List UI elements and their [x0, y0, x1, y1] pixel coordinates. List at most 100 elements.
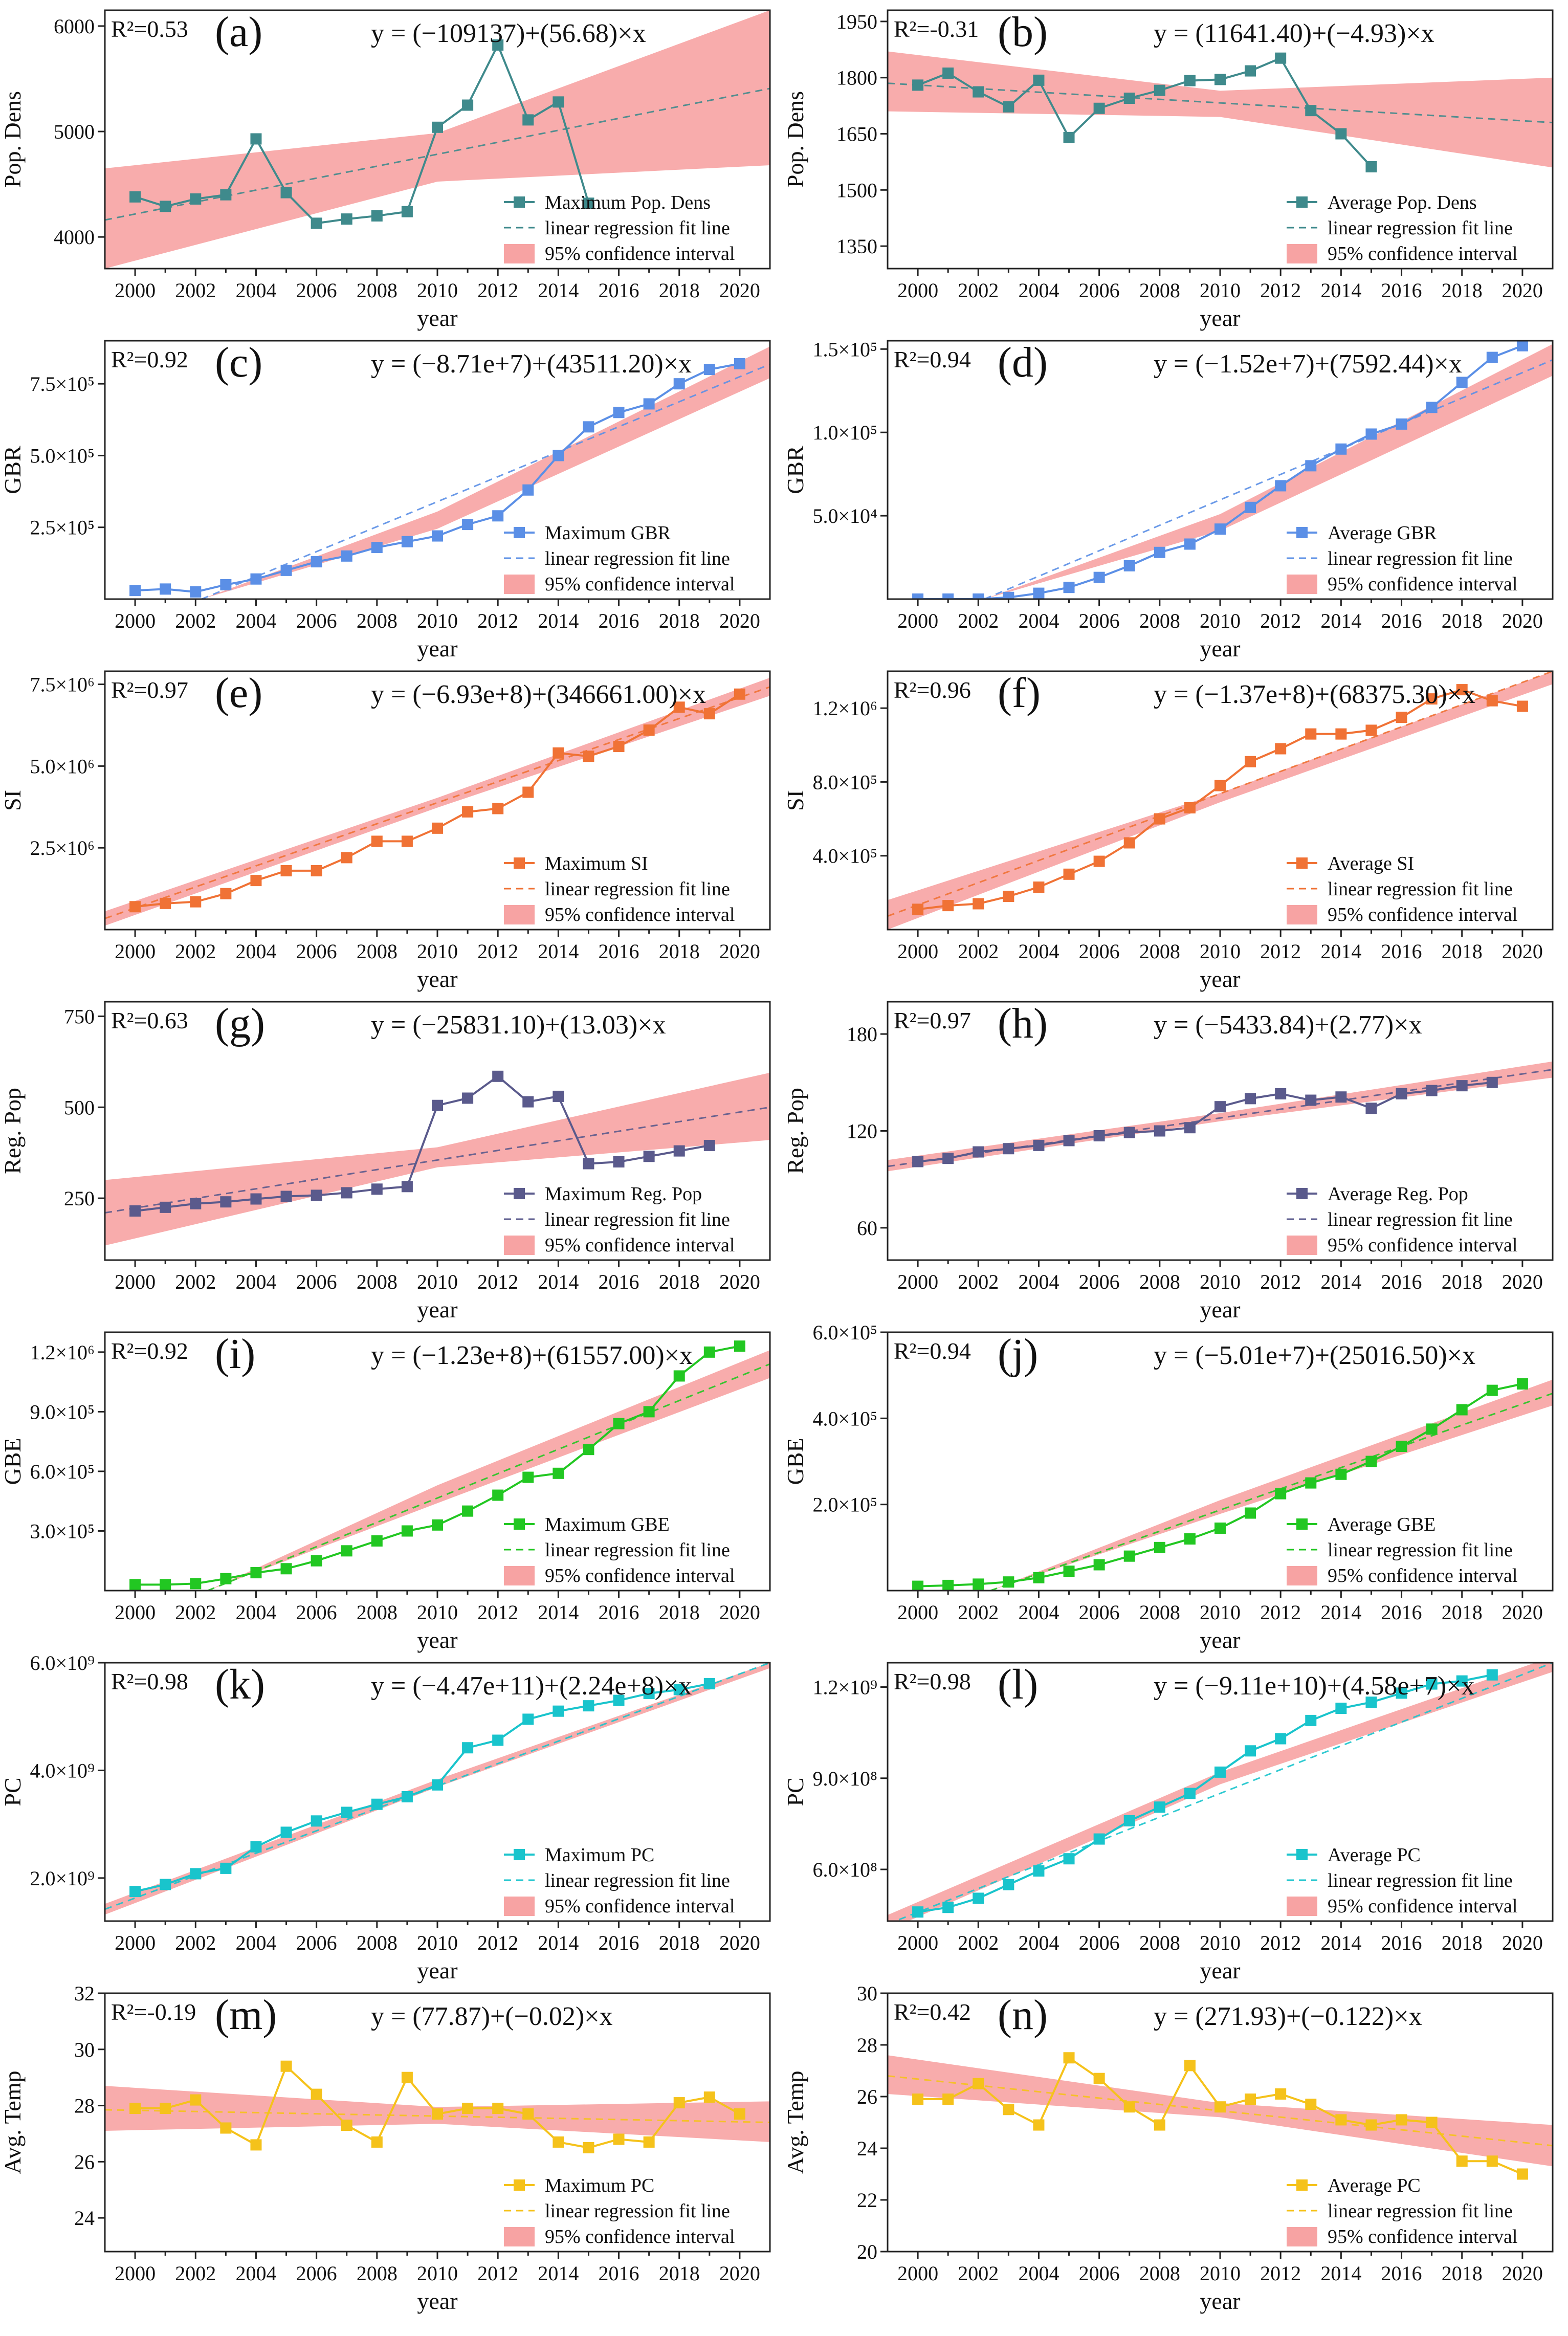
x-tick-label: 2002 — [175, 940, 216, 963]
x-tick-label: 2012 — [1260, 279, 1301, 302]
data-point — [1184, 75, 1196, 86]
x-tick-label: 2010 — [417, 1270, 458, 1293]
x-tick-label: 2006 — [1079, 2262, 1120, 2285]
legend-ci-swatch — [1287, 1236, 1317, 1255]
data-point — [643, 724, 655, 736]
chart-panel-b: 2000 2002 2004 2006 2008 2010 2012 2014 2016 2018… — [782, 8, 1554, 331]
data-point — [734, 1340, 745, 1352]
data-point — [703, 1678, 715, 1690]
x-tick-label: 2008 — [1139, 1270, 1180, 1293]
x-tick-label: 2010 — [1200, 1270, 1241, 1293]
y-tick-label: 500 — [64, 1096, 95, 1119]
x-tick-label: 2014 — [1320, 1270, 1361, 1293]
panel-label: (i) — [215, 1330, 255, 1378]
data-point — [462, 2103, 474, 2114]
data-point — [311, 2088, 322, 2100]
data-point — [1033, 1139, 1045, 1151]
x-axis-label: year — [417, 966, 457, 992]
x-tick-label: 2004 — [1018, 2262, 1059, 2285]
legend-ci-label: 95% confidence interval — [545, 1896, 735, 1917]
legend-series-marker — [1296, 1188, 1308, 1199]
x-tick-label: 2002 — [175, 279, 216, 302]
x-tick-label: 2006 — [296, 2262, 337, 2285]
data-point — [341, 213, 352, 225]
legend-series-label: Maximum SI — [545, 853, 648, 874]
data-point — [250, 133, 262, 145]
data-point — [371, 835, 383, 847]
legend-fit-label: linear regression fit line — [545, 2200, 730, 2222]
data-point — [912, 903, 924, 915]
x-tick-label: 2006 — [1079, 279, 1120, 302]
chart-panel-k: 2000 2002 2004 2006 2008 2010 2012 2014 2016 2018… — [0, 1651, 771, 1984]
plot-area-m — [105, 2060, 770, 2153]
data-point — [371, 1183, 383, 1195]
x-tick-label: 2018 — [659, 1601, 700, 1624]
x-tick-label: 2012 — [1260, 1931, 1301, 1954]
data-point — [311, 556, 322, 568]
data-point — [432, 2108, 443, 2120]
data-point — [1396, 1088, 1407, 1099]
legend-fit-label: linear regression fit line — [1328, 2200, 1513, 2222]
x-tick-label: 2012 — [1260, 1601, 1301, 1624]
regression-fit-line — [888, 82, 1553, 124]
data-point — [432, 1519, 443, 1531]
legend-series-label: Average PC — [1328, 2175, 1421, 2196]
confidence-band — [207, 1350, 770, 1591]
x-tick-label: 2018 — [659, 2262, 700, 2285]
data-point — [250, 1193, 262, 1205]
r-squared-label: R²=0.53 — [111, 16, 188, 42]
data-point — [1003, 1143, 1014, 1155]
chart-panel-n: 2000 2002 2004 2006 2008 2010 2012 2014 2016 2018… — [782, 1982, 1554, 2314]
y-tick-label: 6.0×10⁸ — [812, 1858, 877, 1881]
x-axis-label: year — [417, 635, 457, 662]
data-point — [401, 1791, 413, 1802]
data-point — [1093, 855, 1105, 867]
data-point — [1486, 695, 1498, 707]
data-point — [190, 1868, 202, 1880]
legend-fit-label: linear regression fit line — [1328, 217, 1513, 239]
chart-panel-i: 2000 2002 2004 2006 2008 2010 2012 2014 2016 2018… — [0, 1330, 771, 1653]
y-tick-label: 7.5×10⁶ — [30, 673, 95, 696]
x-tick-label: 2012 — [477, 940, 518, 963]
data-point — [1486, 1669, 1498, 1681]
legend-ci-swatch — [1287, 244, 1317, 263]
regression-equation: y = (−6.93e+8)+(346661.00)×x — [371, 680, 706, 709]
y-axis-label: PC — [0, 1777, 26, 1806]
regression-fit-line — [105, 1106, 770, 1214]
x-tick-label: 2012 — [477, 609, 518, 632]
x-tick-label: 2008 — [1139, 609, 1180, 632]
x-tick-label: 2000 — [115, 1931, 156, 1954]
data-point — [1003, 1879, 1014, 1890]
data-point — [1516, 2168, 1528, 2180]
x-tick-label: 2018 — [659, 1931, 700, 1954]
x-tick-label: 2008 — [1139, 2262, 1180, 2285]
x-tick-label: 2000 — [897, 2262, 938, 2285]
data-point — [1275, 52, 1287, 64]
legend-ci-label: 95% confidence interval — [1328, 1235, 1517, 1256]
data-point — [1093, 1130, 1105, 1141]
x-tick-label: 2018 — [659, 940, 700, 963]
regression-fit-line — [105, 87, 770, 221]
data-point — [1516, 1378, 1528, 1390]
data-point — [1154, 2119, 1165, 2131]
x-tick-label: 2012 — [477, 1931, 518, 1954]
x-tick-label: 2006 — [1079, 1601, 1120, 1624]
data-point — [1456, 1675, 1468, 1687]
x-tick-label: 2004 — [1018, 1931, 1059, 1954]
data-point — [1245, 1745, 1256, 1757]
x-axis-label: year — [1200, 305, 1240, 331]
data-point — [250, 2139, 262, 2151]
data-point — [250, 1841, 262, 1853]
x-tick-label: 2000 — [897, 1931, 938, 1954]
x-tick-label: 2020 — [1502, 2262, 1543, 2285]
data-point — [973, 1146, 984, 1158]
data-point — [1154, 1801, 1165, 1813]
data-point — [942, 593, 954, 599]
data-point — [1456, 377, 1468, 388]
data-point — [1184, 1788, 1196, 1799]
data-point — [643, 1151, 655, 1162]
data-point — [280, 1191, 292, 1202]
y-tick-label: 1.2×10⁶ — [30, 1341, 95, 1364]
data-point — [1305, 1714, 1317, 1726]
